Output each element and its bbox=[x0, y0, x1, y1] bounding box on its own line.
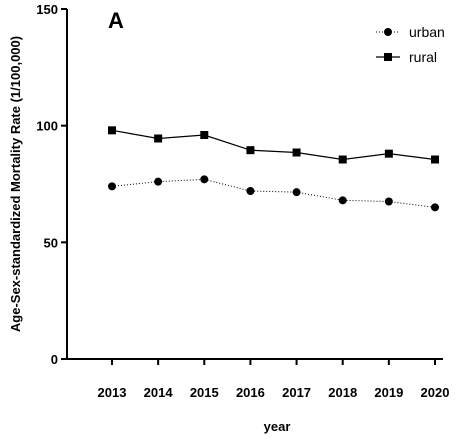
legend-item-urban: urban bbox=[376, 24, 445, 40]
point-rural-2018 bbox=[338, 155, 347, 164]
point-urban-2018 bbox=[338, 196, 347, 205]
point-rural-2020 bbox=[431, 155, 439, 164]
x-axis-ticks: 2013 2014 2015 2016 2017 2018 2019 2020 bbox=[98, 359, 450, 400]
point-urban-2017 bbox=[292, 188, 301, 197]
axes bbox=[66, 9, 443, 360]
x-axis-title: year bbox=[264, 419, 291, 434]
y-tick-label: 100 bbox=[36, 119, 58, 134]
series-line-rural bbox=[111, 129, 436, 161]
x-tick-label: 2017 bbox=[282, 385, 311, 400]
legend-urban-label: urban bbox=[409, 24, 445, 40]
x-tick-label: 2014 bbox=[144, 385, 174, 400]
x-tick-label: 2020 bbox=[421, 385, 450, 400]
point-urban-2016 bbox=[246, 187, 255, 195]
x-tick-label: 2019 bbox=[374, 385, 403, 400]
point-rural-2017 bbox=[292, 148, 301, 157]
point-rural-2019 bbox=[384, 149, 393, 158]
point-rural-2014 bbox=[154, 134, 163, 143]
y-tick-label: 50 bbox=[44, 235, 58, 250]
x-tick-label: 2015 bbox=[190, 385, 219, 400]
panel-label: A bbox=[108, 8, 124, 33]
y-axis-ticks: 0 50 100 150 bbox=[36, 2, 67, 367]
y-tick-label: 150 bbox=[36, 2, 58, 17]
point-rural-2016 bbox=[246, 146, 255, 155]
y-tick-label: 0 bbox=[51, 352, 58, 367]
point-urban-2020 bbox=[431, 203, 439, 212]
point-rural-2013 bbox=[108, 126, 116, 135]
series-line-urban bbox=[111, 178, 436, 208]
y-axis-title: Age-Sex-standardized Mortality Rate (1/1… bbox=[8, 36, 23, 332]
legend-item-rural: rural bbox=[376, 49, 437, 65]
legend: urban rural bbox=[376, 24, 445, 65]
point-urban-2014 bbox=[154, 177, 163, 186]
point-urban-2015 bbox=[200, 175, 209, 184]
x-tick-label: 2013 bbox=[98, 385, 127, 400]
series-rural bbox=[108, 126, 439, 164]
legend-urban-marker bbox=[384, 28, 392, 36]
series-urban bbox=[108, 175, 439, 212]
x-tick-label: 2018 bbox=[328, 385, 357, 400]
legend-rural-label: rural bbox=[409, 49, 437, 65]
x-tick-label: 2016 bbox=[236, 385, 265, 400]
point-rural-2015 bbox=[200, 131, 209, 139]
series-layer bbox=[108, 126, 439, 212]
legend-rural-marker bbox=[384, 53, 392, 61]
point-urban-2013 bbox=[108, 182, 116, 191]
point-urban-2019 bbox=[384, 197, 393, 206]
